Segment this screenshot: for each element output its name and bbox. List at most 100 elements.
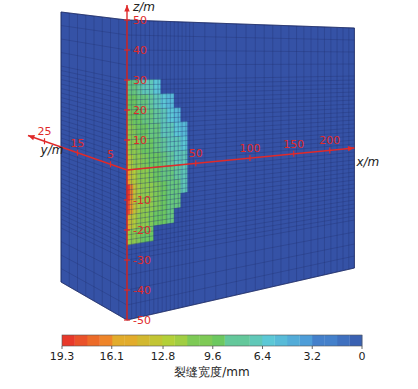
x-axis-arrow bbox=[348, 146, 355, 151]
crack-cell bbox=[168, 180, 175, 195]
mesh-line bbox=[127, 50, 354, 52]
crack-cell bbox=[138, 154, 142, 169]
z-tick-label: -30 bbox=[133, 254, 151, 267]
z-axis bbox=[126, 5, 127, 170]
crack-cell bbox=[148, 123, 154, 138]
crack-cell bbox=[154, 94, 161, 109]
crack-cell bbox=[174, 151, 181, 166]
colorbar-tick bbox=[362, 346, 363, 349]
crack-cell bbox=[181, 178, 187, 193]
colorbar-band bbox=[100, 335, 113, 346]
mesh-line bbox=[127, 76, 354, 80]
mesh-line bbox=[127, 120, 354, 135]
colorbar-tick-label: 9.6 bbox=[204, 350, 222, 363]
crack-cell bbox=[168, 223, 175, 238]
crack-cell bbox=[161, 123, 168, 138]
x-tick-label: 200 bbox=[319, 134, 340, 147]
colorbar-tick-label: 3.2 bbox=[304, 350, 322, 363]
z-tick-label: -20 bbox=[133, 224, 151, 237]
colorbar-band bbox=[337, 335, 350, 346]
crack-cell bbox=[133, 154, 138, 169]
crack-cell bbox=[154, 225, 161, 241]
crack-cell bbox=[174, 165, 181, 180]
mesh-line bbox=[127, 204, 354, 240]
y-axis-arrow bbox=[28, 135, 35, 140]
z-tick-label: 20 bbox=[133, 104, 147, 117]
z-tick-label: -10 bbox=[133, 194, 151, 207]
colorbar-band bbox=[225, 335, 238, 346]
crack-cell bbox=[148, 94, 154, 109]
crack-cell bbox=[181, 93, 187, 107]
colorbar-tick-label: 0 bbox=[359, 350, 366, 363]
crack-cell bbox=[181, 150, 187, 165]
colorbar-band bbox=[125, 335, 138, 346]
z-tick-label: -50 bbox=[133, 314, 151, 327]
z-tick bbox=[124, 79, 130, 80]
colorbar-band bbox=[262, 335, 275, 346]
colorbar-tick bbox=[163, 346, 164, 349]
crack-cell bbox=[154, 196, 161, 212]
colorbar-band bbox=[212, 335, 225, 346]
x-tick bbox=[249, 155, 250, 161]
colorbar-tick-label: 19.3 bbox=[50, 350, 75, 363]
y-axis bbox=[28, 136, 127, 171]
z-tick bbox=[124, 319, 130, 320]
colorbar-band bbox=[312, 335, 325, 346]
mesh-line bbox=[127, 196, 354, 230]
crack-cell bbox=[181, 221, 187, 236]
crack-cell bbox=[154, 167, 161, 182]
x-tick-label: 100 bbox=[239, 142, 260, 155]
crack-cell bbox=[181, 79, 187, 93]
y-tick-label: 5 bbox=[107, 148, 114, 161]
crack-cell bbox=[181, 136, 187, 151]
colorbar-band bbox=[200, 335, 213, 346]
z-tick bbox=[124, 229, 130, 230]
z-axis-label: z/m bbox=[132, 0, 155, 14]
crack-cell bbox=[168, 79, 175, 94]
crack-cell bbox=[181, 193, 187, 208]
colorbar-tick-label: 16.1 bbox=[99, 350, 124, 363]
colorbar-band bbox=[287, 335, 300, 346]
crack-cell bbox=[161, 181, 168, 196]
mesh bbox=[61, 12, 354, 320]
crack-cell bbox=[168, 94, 175, 109]
colorbar-tick-label: 6.4 bbox=[254, 350, 272, 363]
crack-cell bbox=[161, 152, 168, 167]
mesh-line bbox=[127, 168, 354, 195]
z-axis-arrow bbox=[124, 5, 129, 11]
crack-cell bbox=[161, 195, 168, 210]
crack-cell bbox=[168, 151, 175, 166]
colorbar-tick bbox=[111, 346, 112, 349]
colorbar-band bbox=[275, 335, 288, 346]
z-tick-label: -40 bbox=[133, 284, 151, 297]
front-face bbox=[127, 20, 354, 320]
mesh-line bbox=[127, 108, 354, 120]
crack-cell bbox=[174, 79, 181, 93]
colorbar-tick bbox=[212, 346, 213, 349]
crack-cell bbox=[154, 138, 161, 153]
y-tick bbox=[77, 150, 78, 156]
colorbar-band bbox=[175, 335, 188, 346]
crack-cell bbox=[168, 108, 175, 123]
crack-cell bbox=[168, 137, 175, 152]
z-tick bbox=[124, 139, 130, 140]
crack-cell bbox=[181, 107, 187, 122]
crack-cell bbox=[154, 181, 161, 196]
z-tick bbox=[124, 289, 130, 290]
mesh-line bbox=[127, 192, 354, 225]
mesh-line bbox=[127, 244, 354, 290]
crack-cell bbox=[174, 179, 181, 194]
x-tick bbox=[329, 147, 330, 153]
crack-cell bbox=[181, 122, 187, 137]
mesh-line bbox=[127, 35, 354, 40]
mesh-line bbox=[127, 256, 354, 305]
crack-cell bbox=[168, 209, 175, 224]
crack-cell bbox=[154, 152, 161, 167]
crack-cell bbox=[148, 109, 154, 124]
y-axis-label: y/m bbox=[40, 143, 64, 157]
crack-cell bbox=[148, 138, 154, 153]
colorbar bbox=[62, 335, 362, 349]
crack-cell bbox=[154, 79, 161, 94]
crack-cell bbox=[174, 136, 181, 151]
mesh-line bbox=[127, 80, 354, 85]
